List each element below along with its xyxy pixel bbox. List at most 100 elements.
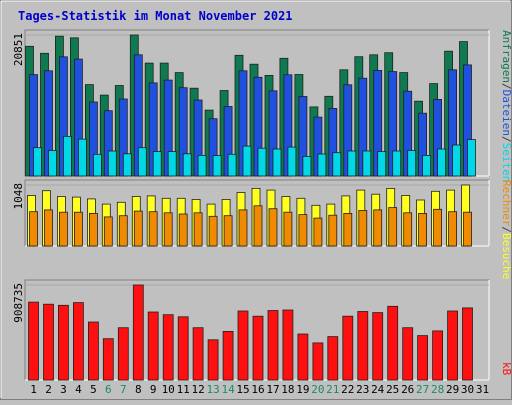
x-tick-label-day: 20 bbox=[311, 383, 324, 396]
bar-rechner-day-27 bbox=[418, 212, 428, 247]
series-dateien bbox=[29, 54, 472, 177]
chart-title: Tages-Statistik im Monat November 2021 bbox=[18, 9, 293, 23]
bar-kb-day-25 bbox=[387, 305, 399, 381]
bar-kb-day-18 bbox=[282, 309, 294, 381]
bar-rechner-day-16 bbox=[253, 205, 263, 247]
bar-rechner-day-12 bbox=[193, 212, 203, 247]
y-max-label: 908735 bbox=[12, 283, 25, 323]
bar-kb-day-23 bbox=[357, 311, 369, 381]
bar-kb-day-28 bbox=[432, 330, 444, 381]
x-tick-label-day: 12 bbox=[191, 383, 204, 396]
bar-rechner-day-30 bbox=[463, 211, 472, 247]
bar-seiten-day-25 bbox=[392, 150, 402, 177]
bar-seiten-day-29 bbox=[452, 144, 462, 177]
x-tick-label-day: 1 bbox=[30, 383, 37, 396]
bar-rechner-day-4 bbox=[74, 211, 83, 247]
bar-rechner-day-5 bbox=[89, 212, 98, 247]
bar-rechner-day-1 bbox=[29, 211, 38, 247]
x-tick-label-day: 3 bbox=[60, 383, 67, 396]
bar-rechner-day-15 bbox=[238, 209, 248, 247]
x-tick-label-day: 5 bbox=[90, 383, 97, 396]
bar-kb-day-22 bbox=[342, 315, 354, 381]
bar-rechner-day-14 bbox=[223, 215, 233, 247]
bar-rechner-day-20 bbox=[313, 217, 323, 247]
y-max-label: 1048 bbox=[12, 183, 25, 210]
bar-seiten-day-5 bbox=[93, 153, 102, 177]
bar-kb-day-19 bbox=[297, 333, 309, 381]
legend-requests: Anfragen/Dateien/Seiten bbox=[500, 30, 512, 182]
x-tick-label-day: 22 bbox=[341, 383, 354, 396]
bar-rechner-day-18 bbox=[283, 211, 293, 247]
series-seiten bbox=[33, 135, 476, 177]
bar-rechner-day-21 bbox=[328, 214, 338, 247]
x-tick-label-day: 2 bbox=[45, 383, 52, 396]
bar-rechner-day-19 bbox=[298, 214, 308, 247]
bar-kb-day-24 bbox=[372, 312, 384, 381]
legend-entry: Anfragen bbox=[500, 30, 512, 83]
bar-seiten-day-26 bbox=[407, 150, 417, 177]
bar-seiten-day-23 bbox=[362, 150, 372, 177]
bar-seiten-day-19 bbox=[302, 156, 312, 177]
bar-kb-day-20 bbox=[312, 342, 324, 381]
bar-seiten-day-9 bbox=[152, 151, 162, 177]
bar-kb-day-10 bbox=[162, 314, 174, 381]
x-tick-label-day: 6 bbox=[105, 383, 112, 396]
bar-rechner-day-23 bbox=[358, 210, 368, 247]
bar-rechner-day-10 bbox=[163, 212, 173, 247]
bar-kb-day-1 bbox=[28, 301, 39, 381]
bar-seiten-day-1 bbox=[33, 147, 42, 177]
bar-seiten-day-10 bbox=[167, 151, 177, 177]
bar-seiten-day-14 bbox=[227, 153, 237, 177]
bar-rechner-day-26 bbox=[403, 212, 413, 247]
bar-kb-day-16 bbox=[252, 315, 264, 381]
bar-kb-day-8 bbox=[132, 284, 144, 381]
bar-rechner-day-28 bbox=[433, 208, 443, 247]
bar-rechner-day-8 bbox=[133, 210, 143, 247]
bar-rechner-day-7 bbox=[118, 215, 128, 247]
bar-seiten-day-16 bbox=[257, 147, 267, 177]
bar-kb-day-11 bbox=[177, 316, 189, 381]
bar-kb-day-21 bbox=[327, 336, 339, 381]
bar-rechner-day-25 bbox=[388, 207, 398, 247]
x-tick-label-day: 10 bbox=[162, 383, 175, 396]
bar-kb-day-6 bbox=[102, 338, 114, 381]
bar-seiten-day-27 bbox=[422, 154, 432, 177]
x-tick-label-day: 31 bbox=[476, 383, 489, 396]
x-tick-label-day: 27 bbox=[416, 383, 429, 396]
x-tick-label-day: 8 bbox=[135, 383, 142, 396]
bar-seiten-day-28 bbox=[437, 148, 447, 177]
x-tick-label-day: 23 bbox=[356, 383, 369, 396]
bar-kb-day-14 bbox=[222, 330, 234, 381]
x-tick-label-day: 29 bbox=[446, 383, 459, 396]
bar-rechner-day-29 bbox=[448, 211, 458, 247]
bar-seiten-day-3 bbox=[63, 135, 72, 177]
bar-kb-day-2 bbox=[43, 303, 54, 381]
bar-rechner-day-24 bbox=[373, 209, 383, 247]
x-tick-label-day: 13 bbox=[206, 383, 219, 396]
bar-kb-day-4 bbox=[73, 302, 84, 381]
bar-seiten-day-18 bbox=[287, 146, 297, 177]
bar-rechner-day-13 bbox=[208, 215, 218, 247]
bar-kb-day-3 bbox=[58, 304, 69, 381]
bar-kb-day-5 bbox=[88, 321, 99, 381]
legend-entry: kB bbox=[500, 362, 512, 376]
x-tick-label-day: 17 bbox=[266, 383, 279, 396]
panel-requests: 20851 Anfragen/Dateien/Seiten bbox=[12, 29, 512, 182]
legend-entry: / bbox=[500, 226, 512, 233]
bar-kb-day-9 bbox=[147, 311, 159, 381]
bar-rechner-day-9 bbox=[148, 211, 158, 247]
bar-kb-day-26 bbox=[402, 327, 414, 381]
bar-seiten-day-20 bbox=[317, 153, 327, 177]
bar-seiten-day-4 bbox=[78, 138, 87, 177]
bar-kb-day-29 bbox=[447, 310, 459, 381]
series-rechner bbox=[29, 205, 472, 247]
panel-kb: 908735 kB bbox=[12, 279, 512, 381]
x-tick-label-day: 21 bbox=[326, 383, 339, 396]
x-tick-label-day: 7 bbox=[120, 383, 127, 396]
x-tick-label-day: 9 bbox=[150, 383, 157, 396]
bar-seiten-day-22 bbox=[347, 150, 357, 177]
bar-seiten-day-7 bbox=[122, 153, 132, 177]
bar-seiten-day-2 bbox=[48, 150, 57, 177]
